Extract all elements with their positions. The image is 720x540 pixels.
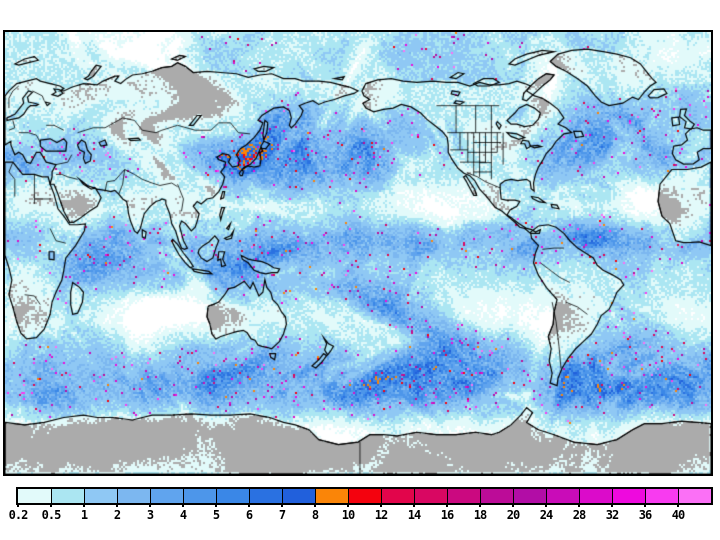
colorbar-tick-label: 4: [179, 508, 187, 522]
colorbar-segment: [282, 489, 315, 503]
colorbar-segment: [381, 489, 414, 503]
colorbar-tick-label: 0.5: [41, 508, 62, 522]
colorbar-tick-label: 18: [473, 508, 487, 522]
colorbar-tick-label: 8: [311, 508, 319, 522]
colorbar-tick: [578, 503, 580, 507]
colorbar-segment: [645, 489, 678, 503]
colorbar-tick-label: 12: [374, 508, 388, 522]
colorbar-segment: [315, 489, 348, 503]
colorbar-tick-label: 3: [146, 508, 154, 522]
colorbar-segment: [84, 489, 117, 503]
colorbar-segment: [18, 489, 51, 503]
colorbar-tick-label: 2: [113, 508, 121, 522]
colorbar-tick: [512, 503, 514, 507]
colorbar-tick: [446, 503, 448, 507]
colorbar-tick-label: 0.2: [8, 508, 29, 522]
colorbar-tick-label: 32: [605, 508, 619, 522]
colorbar-tick: [677, 503, 679, 507]
colorbar-tick-label: 20: [506, 508, 520, 522]
precipitation-field-canvas: [5, 32, 711, 474]
colorbar-tick: [545, 503, 547, 507]
colorbar-tick-label: 28: [572, 508, 586, 522]
colorbar-segment: [249, 489, 282, 503]
world-map-frame: [3, 30, 713, 476]
colorbar-tick: [380, 503, 382, 507]
colorbar-tick: [479, 503, 481, 507]
colorbar-tick-label: 36: [638, 508, 652, 522]
colorbar-tick: [644, 503, 646, 507]
colorbar-segment: [117, 489, 150, 503]
colorbar-segment: [447, 489, 480, 503]
colorbar-segment: [480, 489, 513, 503]
colorbar-tick-label: 10: [341, 508, 355, 522]
colorbar-tick-label: 40: [671, 508, 685, 522]
colorbar-tick: [281, 503, 283, 507]
colorbar-tick-label: 16: [440, 508, 454, 522]
colorbar-tick: [413, 503, 415, 507]
colorbar-tick: [149, 503, 151, 507]
colorbar-tick: [215, 503, 217, 507]
colorbar-tick-label: 14: [407, 508, 421, 522]
colorbar-tick: [248, 503, 250, 507]
colorbar-tick-label: 24: [539, 508, 553, 522]
colorbar-tick-label: 6: [245, 508, 253, 522]
colorbar-segment: [216, 489, 249, 503]
colorbar-segment: [612, 489, 645, 503]
colorbar-tick: [116, 503, 118, 507]
colorbar-tick: [182, 503, 184, 507]
colorbar-tick-label: 1: [80, 508, 88, 522]
colorbar-tick: [611, 503, 613, 507]
colorbar-segment: [348, 489, 381, 503]
colorbar-segment: [513, 489, 546, 503]
colorbar-segments: [16, 487, 713, 505]
colorbar-tick: [83, 503, 85, 507]
colorbar-segment: [414, 489, 447, 503]
colorbar-segment: [579, 489, 612, 503]
colorbar-tick: [347, 503, 349, 507]
colorbar-segment: [546, 489, 579, 503]
colorbar-segment: [678, 489, 711, 503]
colorbar-tick: [50, 503, 52, 507]
colorbar-tick-label: 7: [278, 508, 286, 522]
colorbar-tick: [314, 503, 316, 507]
colorbar-tick-label: 5: [212, 508, 220, 522]
colorbar-segment: [183, 489, 216, 503]
colorbar: 0.2 0.5 1 2 3 4 5 6 7 8 10 12 14 16 18 20 24 28 32 36 40: [9, 487, 713, 522]
colorbar-segment: [150, 489, 183, 503]
colorbar-tick: [17, 503, 19, 507]
colorbar-segment: [51, 489, 84, 503]
